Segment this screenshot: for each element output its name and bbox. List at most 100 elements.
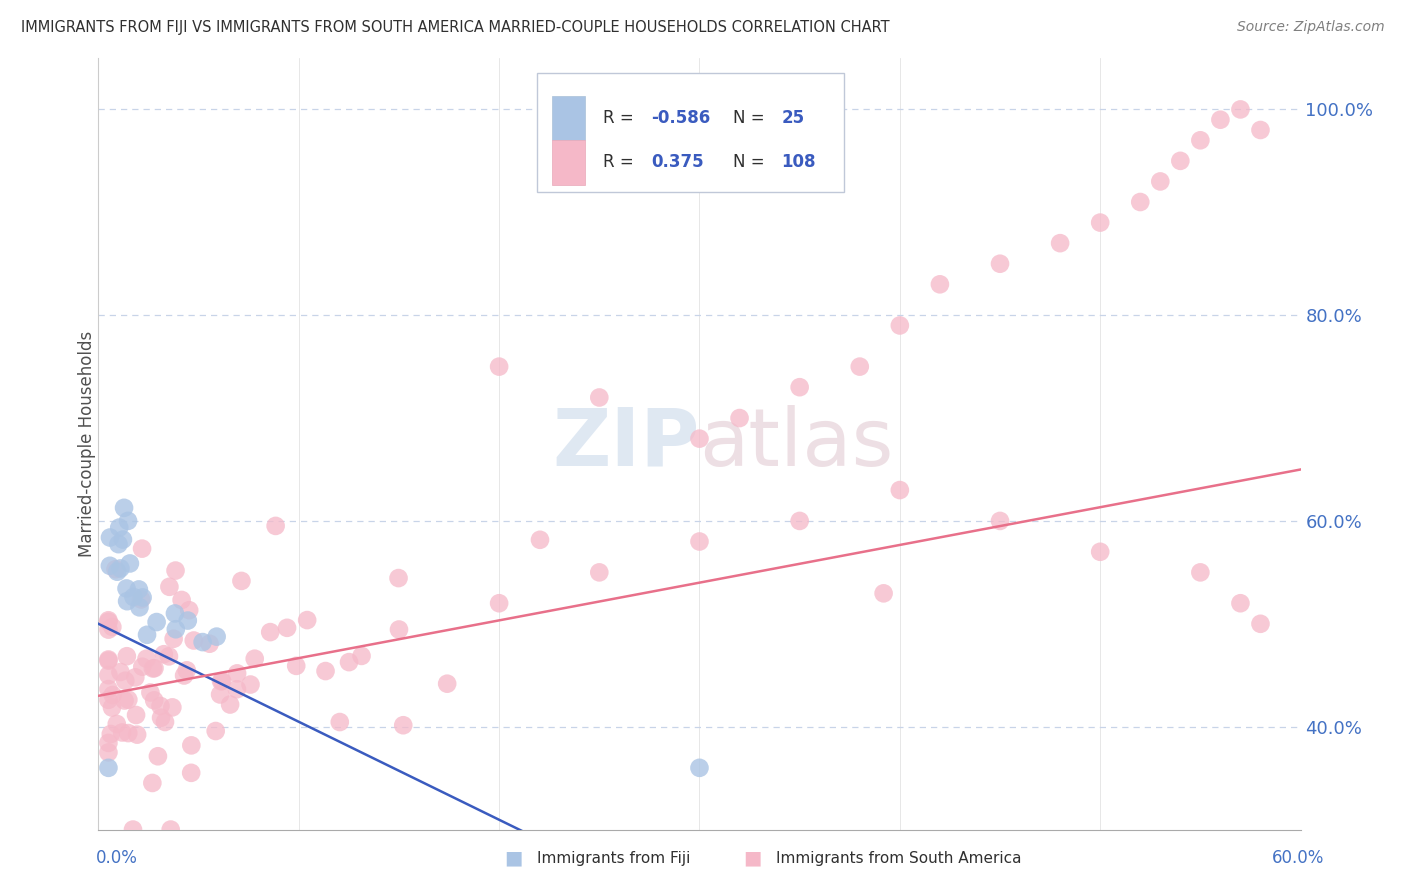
Point	[1250, 123, 1272, 137]
Point	[226, 682, 249, 697]
Point	[131, 659, 153, 673]
Point	[436, 676, 458, 690]
Point	[110, 561, 132, 575]
Point	[122, 822, 145, 837]
Point	[849, 359, 872, 374]
Point	[97, 668, 120, 682]
Point	[165, 622, 187, 636]
Text: R =: R =	[603, 109, 640, 127]
Y-axis label: Married-couple Households: Married-couple Households	[79, 331, 96, 557]
Point	[153, 647, 176, 661]
Point	[157, 649, 180, 664]
Point	[125, 708, 148, 723]
Point	[112, 500, 135, 515]
Point	[163, 607, 186, 621]
Point	[98, 558, 121, 573]
Point	[124, 670, 146, 684]
Point	[329, 714, 352, 729]
Point	[180, 765, 202, 780]
Point	[285, 658, 308, 673]
Point	[117, 726, 139, 740]
Point	[231, 574, 253, 588]
Point	[1229, 103, 1251, 117]
Point	[100, 727, 122, 741]
Point	[219, 698, 242, 712]
Point	[150, 711, 173, 725]
Point	[105, 565, 128, 579]
Point	[173, 668, 195, 682]
Point	[98, 531, 121, 545]
Point	[688, 534, 710, 549]
Point	[105, 717, 128, 731]
Point	[115, 582, 138, 596]
Point	[97, 615, 120, 629]
Point	[97, 613, 120, 627]
Point	[191, 635, 214, 649]
Point	[135, 651, 157, 665]
Point	[110, 665, 132, 679]
Point	[1209, 112, 1232, 127]
Point	[209, 688, 232, 702]
Point	[205, 630, 228, 644]
Point	[226, 666, 249, 681]
Point	[588, 566, 610, 580]
Point	[157, 580, 180, 594]
Point	[1189, 566, 1212, 580]
Point	[97, 681, 120, 696]
FancyBboxPatch shape	[551, 95, 585, 140]
Point	[142, 661, 165, 675]
Text: ■: ■	[503, 848, 523, 868]
Point	[180, 739, 202, 753]
Point	[728, 411, 751, 425]
Point	[145, 615, 167, 629]
Point	[118, 557, 141, 571]
Text: Immigrants from Fiji: Immigrants from Fiji	[537, 851, 690, 865]
Point	[153, 714, 176, 729]
Text: N =: N =	[733, 153, 770, 171]
Point	[136, 628, 159, 642]
Point	[1170, 153, 1192, 168]
Point	[114, 673, 136, 688]
Point	[337, 655, 360, 669]
Point	[108, 520, 131, 534]
Point	[97, 745, 120, 759]
Point	[165, 564, 187, 578]
Text: IMMIGRANTS FROM FIJI VS IMMIGRANTS FROM SOUTH AMERICA MARRIED-COUPLE HOUSEHOLDS : IMMIGRANTS FROM FIJI VS IMMIGRANTS FROM …	[21, 20, 890, 35]
Point	[97, 654, 120, 668]
Point	[107, 537, 129, 551]
Point	[988, 257, 1011, 271]
Point	[392, 718, 415, 732]
Point	[104, 562, 127, 576]
Point	[1129, 194, 1152, 209]
Point	[209, 674, 232, 689]
Point	[872, 586, 894, 600]
Point	[1149, 174, 1171, 188]
Point	[97, 623, 120, 637]
Point	[114, 693, 136, 707]
Point	[128, 600, 150, 615]
Point	[101, 688, 124, 702]
Point	[1189, 133, 1212, 147]
Point	[204, 724, 226, 739]
Point	[97, 761, 120, 775]
Point	[259, 625, 281, 640]
Point	[149, 698, 172, 713]
Point	[115, 649, 138, 664]
Text: N =: N =	[733, 109, 770, 127]
Point	[350, 648, 373, 663]
Point	[688, 761, 710, 775]
Point	[131, 591, 153, 605]
Point	[889, 318, 911, 333]
Point	[129, 592, 152, 607]
Point	[295, 613, 318, 627]
Point	[115, 594, 138, 608]
Text: R =: R =	[603, 153, 640, 171]
Point	[183, 633, 205, 648]
Point	[211, 673, 233, 688]
Text: Immigrants from South America: Immigrants from South America	[776, 851, 1022, 865]
Point	[929, 277, 952, 292]
Point	[162, 700, 184, 714]
Point	[889, 483, 911, 497]
Point	[139, 685, 162, 699]
Point	[1229, 596, 1251, 610]
